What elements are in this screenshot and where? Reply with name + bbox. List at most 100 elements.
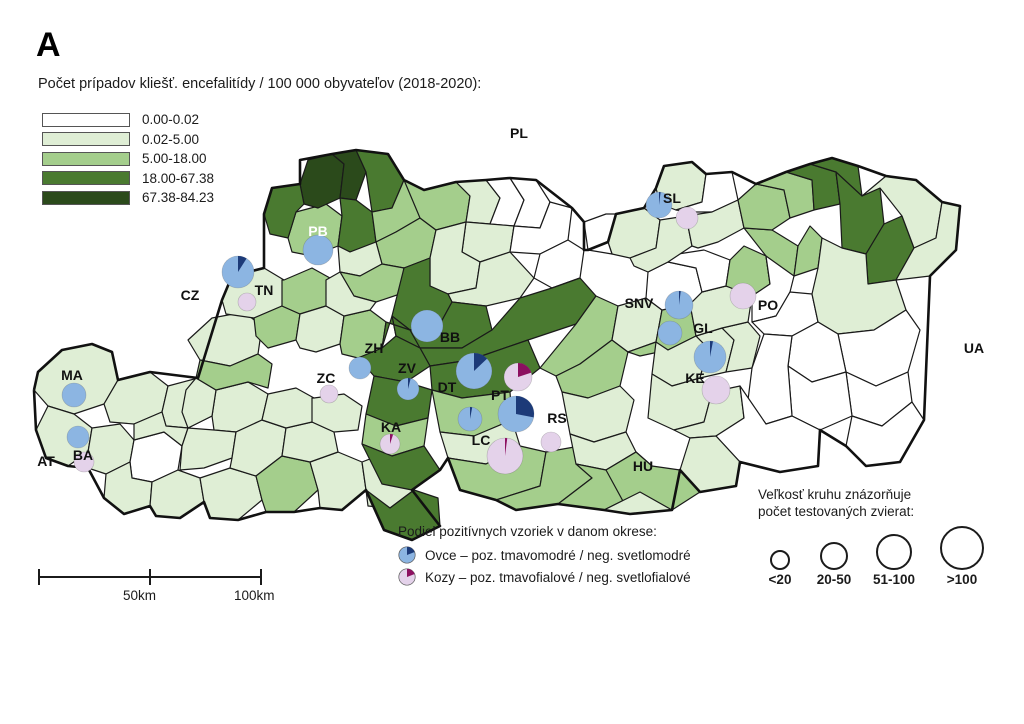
scale-tick: [260, 569, 262, 585]
pie-legend-label-goat: Kozy – poz. tmavofialové / neg. svetlofi…: [425, 569, 691, 585]
pie-marker-lc-sheep: [457, 406, 483, 432]
pie-legend-row-goat: Kozy – poz. tmavofialové / neg. svetlofi…: [398, 566, 691, 588]
size-legend-circle-label: 20-50: [816, 572, 852, 587]
scale-tick-start: [38, 569, 40, 585]
map-title: Počet prípadov kliešť. encefalitídy / 10…: [38, 76, 482, 92]
district-polygon: [179, 427, 237, 471]
choropleth-legend-swatch: [42, 190, 130, 205]
choropleth-legend-swatch: [42, 151, 130, 166]
choropleth-legend-row: 5.00-18.00: [42, 149, 214, 169]
size-legend-circle-label: 51-100: [872, 572, 916, 587]
district-polygon: [261, 387, 315, 429]
pie-negative-slice: [657, 320, 683, 346]
pie-legend-row-sheep: Ovce – poz. tmavomodré / neg. svetlomodr…: [398, 544, 691, 566]
pie-negative-slice: [66, 425, 90, 449]
district-polygon: [299, 153, 345, 209]
size-legend-circle: [820, 542, 848, 570]
district-polygon: [199, 467, 263, 521]
size-legend-circles: [758, 526, 998, 572]
pie-negative-slice: [410, 309, 444, 343]
scale-tick-label: 50km: [123, 588, 157, 603]
choropleth-legend-label: 67.38-84.23: [142, 190, 215, 206]
pie-marker-sl-sheep: [645, 191, 673, 219]
pie-negative-slice: [73, 451, 95, 473]
pie-marker-tn-goat: [237, 292, 257, 312]
pie-marker-ka-goat: [379, 433, 401, 455]
district-polygon: [295, 305, 345, 353]
district-polygon: [311, 393, 363, 433]
pie-marker-ke-goat: [701, 375, 731, 405]
panel-letter: A: [36, 26, 61, 64]
pie-marker-gl-sheep: [657, 320, 683, 346]
pie-negative-slice: [540, 431, 562, 453]
national-border: [32, 148, 962, 542]
district-polygons: [32, 148, 962, 542]
pie-marker-sl-goat: [675, 206, 699, 230]
pie-negative-slice: [319, 384, 339, 404]
choropleth-legend-label: 0.00-0.02: [142, 112, 200, 128]
choropleth-legend-row: 67.38-84.23: [42, 188, 214, 208]
pie-marker-ke-sheep: [693, 340, 727, 374]
pie-marker-ma-sheep: [61, 382, 87, 408]
size-legend-circle: [876, 534, 912, 570]
size-legend-circle-label: >100: [946, 572, 978, 587]
district-polygon: [325, 271, 377, 317]
district-polygon: [509, 201, 573, 255]
choropleth-legend-label: 5.00-18.00: [142, 151, 207, 167]
scale-bar: 50km 100km: [30, 562, 280, 608]
pie-marker-zh-sheep: [348, 356, 372, 380]
pie-positive-slice: [408, 378, 411, 389]
size-legend-labels: <20 20-50 51-100 >100: [758, 572, 998, 592]
pie-positive-slice: [516, 396, 534, 418]
choropleth-legend-swatch: [42, 171, 130, 186]
scale-tick-label: 100km: [234, 588, 275, 603]
size-legend-circle-label: <20: [768, 572, 792, 587]
pie-legend-label-sheep: Ovce – poz. tmavomodré / neg. svetlomodr…: [425, 547, 691, 563]
pie-negative-slice: [729, 282, 757, 310]
pie-positive-slice: [710, 341, 713, 357]
choropleth-legend: 0.00-0.02 0.02-5.00 5.00-18.00 18.00-67.38 6…: [42, 110, 214, 208]
pie-marker-ba-goat: [73, 451, 95, 473]
pie-marker-zv-sheep: [396, 377, 420, 401]
pie-positive-slice: [518, 363, 532, 377]
pie-positive-slice: [238, 256, 247, 272]
size-legend-circle: [770, 550, 790, 570]
pie-positive-slice: [505, 438, 508, 456]
choropleth-legend-swatch: [42, 112, 130, 127]
pie-marker-zc-goat: [319, 384, 339, 404]
size-legend-circle: [940, 526, 984, 570]
district-polygon: [737, 183, 791, 231]
choropleth-legend-label: 0.02-5.00: [142, 131, 200, 147]
pie-legend-heading: Podiel pozitívnych vzoriek v danom okres…: [398, 524, 657, 539]
district-polygon: [309, 451, 367, 511]
pie-positive-slice: [474, 353, 488, 371]
pie-markers-layer: [61, 191, 757, 475]
choropleth-legend-row: 18.00-67.38: [42, 169, 214, 189]
choropleth-legend-swatch: [42, 132, 130, 147]
pie-marker-snv-sheep: [664, 290, 694, 320]
pie-positive-slice: [679, 291, 681, 305]
goat-pie-icon: [398, 568, 416, 586]
scale-tick: [149, 569, 151, 585]
pie-marker-dt-sheep: [455, 352, 493, 390]
district-polygon: [195, 353, 273, 391]
pie-marker-pb-sheep: [302, 234, 334, 266]
pie-positive-slice: [470, 407, 473, 419]
choropleth-legend-label: 18.00-67.38: [142, 170, 215, 186]
pie-legend: Podiel pozitívnych vzoriek v danom okres…: [398, 524, 691, 588]
pie-negative-slice: [348, 356, 372, 380]
pie-positive-slice: [659, 192, 661, 205]
circle-size-legend: Veľkosť kruhu znázorňuje počet testovaný…: [758, 486, 998, 592]
pie-marker-rs-goat: [540, 431, 562, 453]
choropleth-legend-row: 0.02-5.00: [42, 130, 214, 150]
pie-marker-ba-sheep: [66, 425, 90, 449]
pie-negative-slice: [61, 382, 87, 408]
size-legend-heading-line1: Veľkosť kruhu znázorňuje: [758, 487, 912, 502]
pie-negative-slice: [675, 206, 699, 230]
pie-negative-slice: [701, 375, 731, 405]
pie-marker-pt-goat: [503, 362, 533, 392]
pie-marker-po-goat: [729, 282, 757, 310]
pie-marker-bb-sheep: [410, 309, 444, 343]
